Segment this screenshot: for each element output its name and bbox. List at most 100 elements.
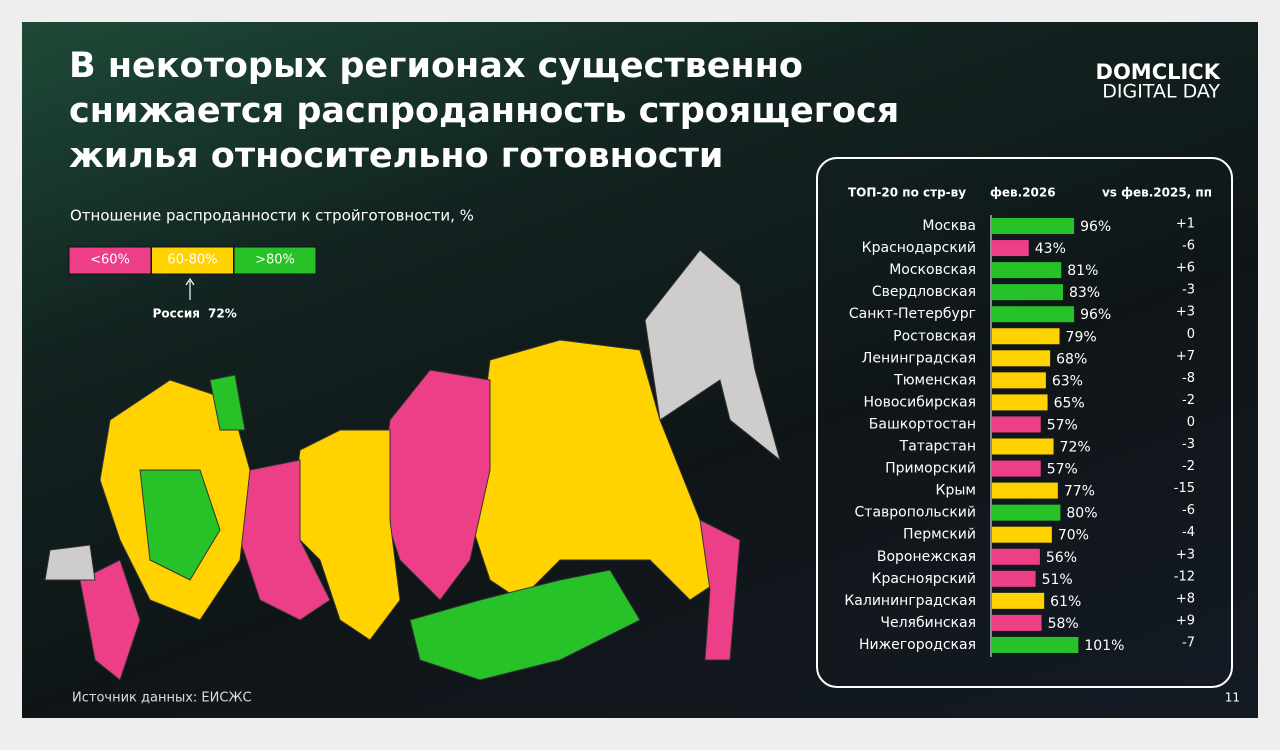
russia-label: Россия — [153, 307, 200, 321]
bar — [992, 284, 1063, 301]
category-label: Новосибирская — [864, 394, 976, 410]
bar — [992, 592, 1045, 609]
page-number: 11 — [1225, 691, 1240, 705]
value-label: 70% — [1058, 528, 1089, 544]
value-label: 65% — [1054, 395, 1085, 411]
bar — [992, 262, 1062, 279]
bar — [992, 504, 1061, 521]
value-label: 77% — [1064, 484, 1095, 500]
bar — [992, 482, 1058, 499]
map — [44, 249, 781, 681]
value-label: 61% — [1050, 594, 1081, 610]
change-label: +7 — [1176, 349, 1195, 364]
arrow-head — [185, 277, 195, 286]
table-header: фев.2026 — [990, 186, 1056, 200]
bar — [992, 614, 1042, 631]
value-label: 80% — [1066, 506, 1097, 522]
change-label: -6 — [1182, 239, 1195, 254]
change-label: -12 — [1174, 569, 1195, 584]
russia-value: 72% — [208, 307, 237, 321]
category-label: Приморский — [885, 461, 976, 477]
category-label: Воронежская — [877, 549, 976, 565]
bar — [992, 240, 1029, 257]
legend-label: 60-80% — [167, 253, 217, 268]
change-label: -2 — [1182, 459, 1195, 474]
category-label: Калининградская — [844, 593, 976, 609]
category-label: Челябинская — [880, 615, 976, 631]
category-label: Татарстан — [899, 439, 976, 455]
title-line: В некоторых регионах существенно — [69, 46, 803, 86]
map-region — [239, 459, 331, 621]
category-label: Москва — [922, 218, 976, 234]
value-label: 96% — [1080, 219, 1111, 235]
change-label: -4 — [1182, 525, 1195, 540]
category-label: Пермский — [903, 527, 976, 543]
slide-canvas: В некоторых регионах существенно снижает… — [44, 46, 1240, 706]
map-region — [79, 559, 141, 681]
change-label: -15 — [1174, 481, 1195, 496]
map-region — [469, 339, 721, 601]
map-region — [699, 519, 741, 661]
category-label: Ленинградская — [862, 350, 976, 366]
legend-label: >80% — [255, 253, 295, 268]
value-label: 81% — [1067, 263, 1098, 279]
category-label: Свердловская — [872, 284, 976, 300]
value-label: 57% — [1047, 462, 1078, 478]
bar — [992, 460, 1041, 477]
logo-bottom: DIGITAL DAY — [1102, 81, 1220, 103]
map-region — [409, 569, 641, 681]
bar — [992, 350, 1051, 367]
bar — [992, 372, 1046, 389]
change-label: -2 — [1182, 393, 1195, 408]
value-label: 51% — [1042, 572, 1073, 588]
value-label: 58% — [1048, 616, 1079, 632]
bar — [992, 306, 1075, 323]
map-region — [139, 469, 221, 581]
value-label: 43% — [1035, 241, 1066, 257]
bar — [992, 438, 1054, 455]
bar — [992, 394, 1048, 411]
change-label: -6 — [1182, 503, 1195, 518]
change-label: +3 — [1176, 547, 1195, 562]
legend-swatch — [68, 246, 152, 275]
category-label: Ростовская — [893, 328, 976, 344]
value-label: 79% — [1066, 329, 1097, 345]
change-label: -7 — [1182, 635, 1195, 650]
map-region — [379, 369, 491, 601]
map-region — [209, 374, 246, 431]
change-label: 0 — [1187, 327, 1195, 342]
title-line: жилья относительно готовности — [69, 136, 723, 176]
legend-swatch — [233, 246, 317, 275]
value-label: 57% — [1047, 417, 1078, 433]
table-panel — [816, 157, 1233, 688]
legend-swatch — [151, 246, 234, 275]
value-label: 96% — [1080, 307, 1111, 323]
subtitle: Отношение распроданности к стройготовнос… — [70, 207, 474, 225]
change-label: +3 — [1176, 305, 1195, 320]
category-label: Санкт-Петербург — [849, 306, 976, 322]
change-label: -3 — [1182, 437, 1195, 452]
map-region — [644, 249, 781, 462]
source: Источник данных: ЕИСЖС — [72, 691, 252, 706]
change-label: +1 — [1176, 217, 1195, 232]
map-region — [44, 544, 96, 581]
category-label: Тюменская — [893, 372, 976, 388]
logo-top: DOMCLICK — [1096, 60, 1221, 84]
category-label: Ставропольский — [855, 505, 976, 521]
bar — [992, 328, 1060, 345]
change-label: +6 — [1176, 261, 1195, 276]
legend: <60% 60-80% >80% — [68, 246, 317, 275]
category-label: Краснодарский — [862, 240, 976, 256]
value-label: 68% — [1056, 351, 1087, 367]
slide: В некоторых регионах существенно снижает… — [22, 22, 1258, 718]
bar — [992, 526, 1052, 543]
bar — [992, 548, 1040, 565]
value-label: 83% — [1069, 285, 1100, 301]
title-line: снижается распроданность строящегося — [69, 91, 899, 131]
value-label: 101% — [1084, 638, 1124, 654]
value-label: 63% — [1052, 373, 1083, 389]
category-label: Красноярский — [872, 571, 976, 587]
change-label: +8 — [1176, 591, 1195, 606]
legend-label: <60% — [90, 253, 130, 268]
